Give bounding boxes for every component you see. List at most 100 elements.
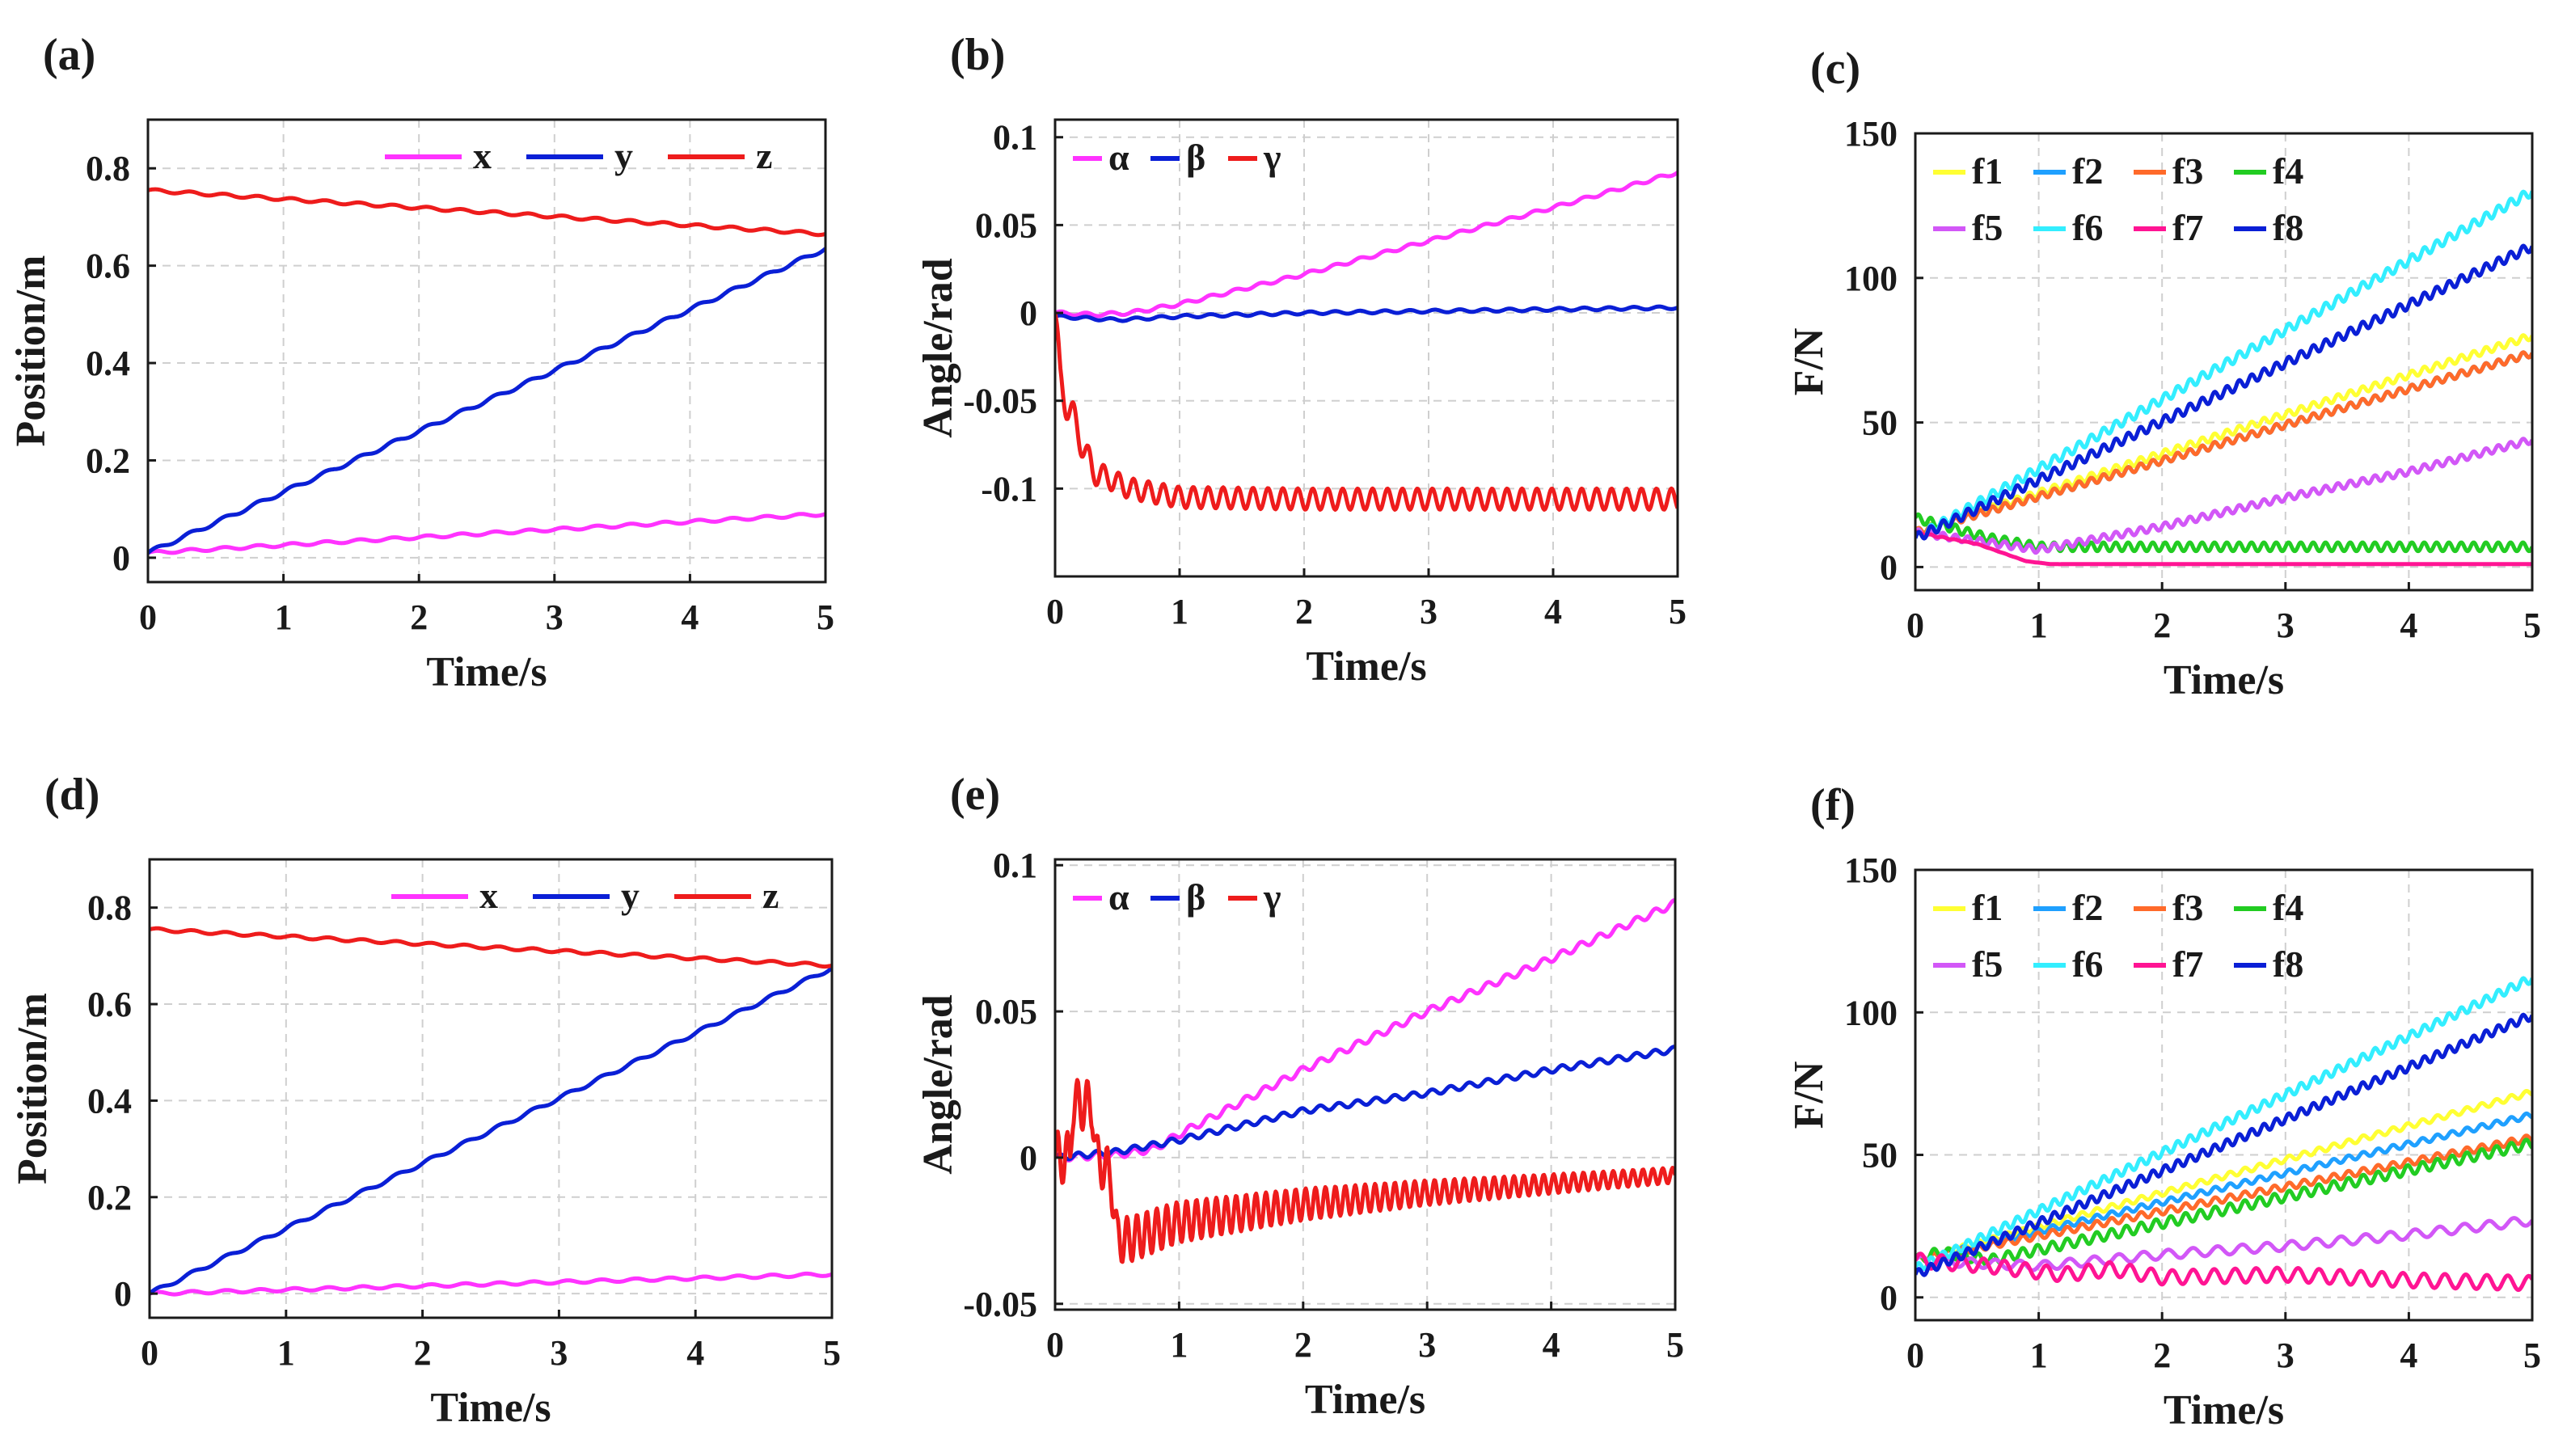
x-tick-label: 2: [1294, 1325, 1312, 1365]
legend-label-y: y: [621, 875, 640, 916]
legend-label-f5: f5: [1972, 943, 2003, 985]
series-line-f1: [1915, 333, 2532, 535]
series-line-γ: [1055, 1078, 1675, 1264]
series-line-β: [1055, 304, 1678, 323]
y-tick-label: 0.2: [86, 441, 130, 480]
y-tick-label: 150: [1844, 114, 1898, 154]
x-tick-label: 4: [1543, 1325, 1560, 1365]
panel-label: (c): [1810, 44, 1860, 94]
plot-frame: [1053, 858, 1677, 1311]
panel-label: (a): [43, 30, 95, 80]
y-tick-label: 150: [1844, 850, 1898, 890]
x-tick-label: 5: [1666, 1325, 1684, 1365]
x-tick-label: 5: [1669, 592, 1687, 631]
y-axis-label: F/N: [1786, 1061, 1832, 1129]
x-axis-label: Time/s: [2164, 657, 2284, 703]
series-line-x: [150, 1271, 832, 1297]
chart-panel-a: 0 1 2 3 4 5 0 0.2 0.4 0.6 0.8 Time/s Position/m (a) x y…: [8, 30, 834, 695]
legend-label-y: y: [614, 135, 633, 176]
legend-label-β: β: [1186, 137, 1205, 178]
y-tick-label: 50: [1862, 1136, 1898, 1175]
legend-label-f4: f4: [2273, 887, 2303, 928]
x-tick-label: 0: [1906, 606, 1924, 645]
series-line-f2: [1915, 1111, 2532, 1263]
y-tick-label: 0: [112, 538, 130, 578]
legend-label-f2: f2: [2072, 150, 2103, 192]
y-tick-label: 0.2: [87, 1178, 132, 1218]
panel-label: (d): [44, 770, 99, 820]
series-line-f5: [1915, 437, 2532, 555]
legend-label-f4: f4: [2273, 150, 2303, 192]
y-tick-label: -0.05: [963, 382, 1037, 421]
y-axis-label: Position/m: [10, 993, 56, 1184]
legend-label-f3: f3: [2172, 887, 2203, 928]
legend-label-α: α: [1108, 137, 1129, 178]
x-tick-label: 3: [1420, 592, 1438, 631]
x-tick-label: 1: [1171, 592, 1188, 631]
legend-label-f8: f8: [2273, 207, 2303, 248]
x-axis-label: Time/s: [1305, 1377, 1425, 1423]
series-line-f7: [1915, 530, 2532, 567]
plot-frame: [1914, 132, 2534, 592]
series-line-y: [148, 247, 825, 555]
x-tick-label: 3: [546, 597, 564, 637]
x-tick-label: 1: [2030, 1336, 2048, 1375]
series-line-β: [1055, 1045, 1675, 1162]
x-tick-label: 4: [2400, 1336, 2417, 1375]
x-tick-label: 3: [2277, 1336, 2295, 1375]
x-tick-label: 4: [686, 1333, 704, 1373]
x-tick-label: 5: [817, 597, 834, 637]
x-tick-label: 0: [141, 1333, 158, 1373]
legend-label-f2: f2: [2072, 887, 2103, 928]
x-tick-label: 2: [2153, 606, 2171, 645]
legend-label-x: x: [479, 875, 498, 916]
x-tick-label: 5: [823, 1333, 841, 1373]
x-axis-label: Time/s: [2164, 1387, 2284, 1433]
y-tick-label: 100: [1844, 993, 1898, 1032]
x-tick-label: 5: [2523, 1336, 2541, 1375]
legend-label-f1: f1: [1972, 150, 2003, 192]
x-tick-label: 4: [681, 597, 699, 637]
series-line-f6: [1915, 976, 2532, 1272]
chart-panel-b: 0 1 2 3 4 5 -0.1 -0.05 0 0.05 0.1 Time/s Angle/rad (b…: [915, 30, 1687, 690]
plot-frame: [1914, 868, 2534, 1322]
x-tick-label: 0: [139, 597, 157, 637]
panel-label: (f): [1810, 780, 1856, 830]
legend-label-β: β: [1186, 876, 1205, 918]
x-tick-label: 3: [550, 1333, 568, 1373]
panel-label: (e): [950, 770, 1000, 820]
series-line-α: [1055, 898, 1675, 1163]
x-tick-label: 1: [1170, 1325, 1188, 1365]
series-line-f4: [1915, 1137, 2532, 1267]
x-tick-label: 3: [1418, 1325, 1436, 1365]
y-axis-label: F/N: [1786, 328, 1832, 396]
y-axis-label: Position/m: [8, 255, 54, 447]
y-tick-label: 50: [1862, 403, 1898, 443]
y-tick-label: 100: [1844, 259, 1898, 298]
legend-label-z: z: [762, 875, 779, 916]
legend-label-α: α: [1108, 876, 1129, 918]
series-line-f5: [1915, 1216, 2532, 1272]
x-tick-label: 4: [2400, 606, 2417, 645]
series-line-f7: [1915, 1251, 2532, 1293]
x-tick-label: 1: [275, 597, 293, 637]
series-line-f1: [1915, 1089, 2532, 1263]
y-tick-label: 0: [1880, 547, 1898, 587]
legend-label-f1: f1: [1972, 887, 2003, 928]
legend-label-f6: f6: [2072, 943, 2103, 985]
y-tick-label: 0.05: [975, 205, 1037, 245]
x-tick-label: 2: [414, 1333, 432, 1373]
y-tick-label: 0: [1020, 293, 1037, 333]
x-tick-label: 1: [2030, 606, 2048, 645]
legend-label-z: z: [756, 135, 772, 176]
y-tick-label: -0.1: [981, 469, 1037, 509]
y-tick-label: -0.05: [963, 1285, 1037, 1324]
legend-label-f3: f3: [2172, 150, 2203, 192]
series-line-f6: [1915, 189, 2532, 540]
y-tick-label: 0.6: [87, 985, 132, 1024]
legend-label-f7: f7: [2172, 943, 2203, 985]
y-tick-label: 0.1: [993, 846, 1037, 885]
